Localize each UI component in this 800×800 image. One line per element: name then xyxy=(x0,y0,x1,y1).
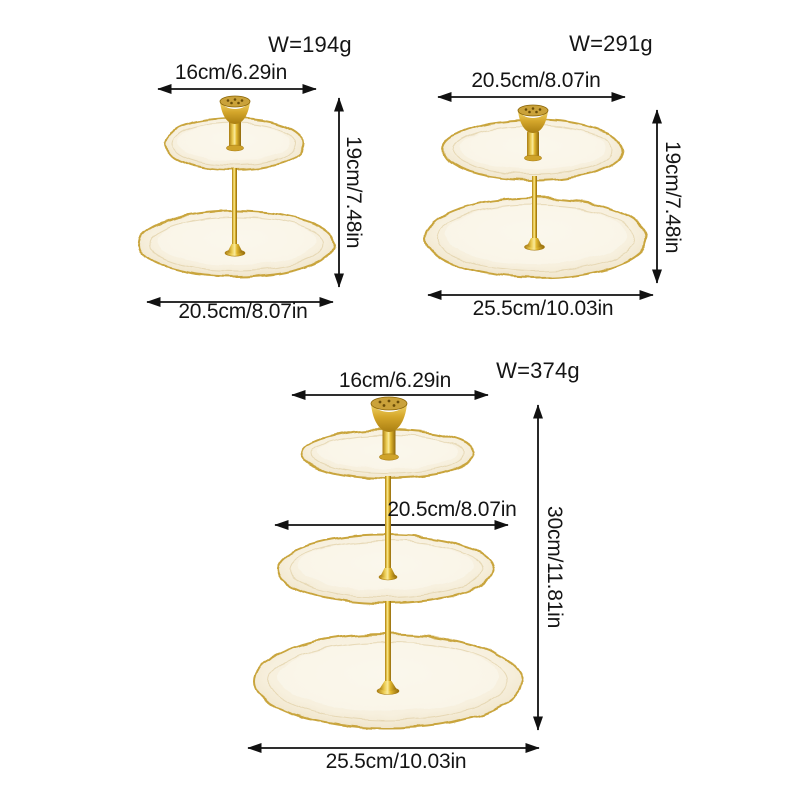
middle-diameter-label-stand-c: 20.5cm/8.07in xyxy=(387,498,517,521)
top-diameter-label-stand-a: 16cm/6.29in xyxy=(174,61,288,84)
weight-label-stand-b: W=291g xyxy=(569,31,653,56)
height-label-stand-b: 19cm/7.48in xyxy=(661,140,685,254)
stand-b-stem xyxy=(532,176,537,240)
height-label-stand-a: 19cm/7.48in xyxy=(342,135,366,249)
stand-b-finial xyxy=(517,104,549,162)
stand-a-finial-jewels xyxy=(226,98,244,105)
stand-c-lower-stem xyxy=(385,601,391,685)
stand-a-stem xyxy=(232,168,237,246)
stand-c-lower-stem-base xyxy=(376,681,400,695)
dimension-lines xyxy=(146,83,663,754)
weight-label-stand-c: W=374g xyxy=(496,358,580,383)
stand-a-finial xyxy=(219,95,251,152)
bottom-diameter-label-stand-a: 20.5cm/8.07in xyxy=(178,300,308,323)
stand-c-finial xyxy=(370,396,408,461)
cake-stand-2tier-large xyxy=(424,104,648,279)
weight-label-stand-a: W=194g xyxy=(268,32,352,57)
height-label-stand-c: 30cm/11.81in xyxy=(543,505,567,629)
bottom-diameter-label-stand-c: 25.5cm/10.03in xyxy=(325,750,467,773)
stand-b-stem-base xyxy=(524,238,545,251)
cake-stand-2tier-small xyxy=(137,95,335,278)
top-diameter-label-stand-c: 16cm/6.29in xyxy=(338,369,452,392)
stand-c-finial-jewels xyxy=(378,399,400,407)
bottom-diameter-label-stand-b: 25.5cm/10.03in xyxy=(472,297,614,320)
cake-stand-3tier xyxy=(253,396,523,729)
stand-a-stem-base xyxy=(224,244,246,257)
stand-c-upper-stem xyxy=(385,476,391,570)
stand-c-upper-stem-base xyxy=(378,568,398,581)
stand-b-finial-jewels xyxy=(524,107,542,114)
top-diameter-label-stand-b: 20.5cm/8.07in xyxy=(471,69,601,92)
